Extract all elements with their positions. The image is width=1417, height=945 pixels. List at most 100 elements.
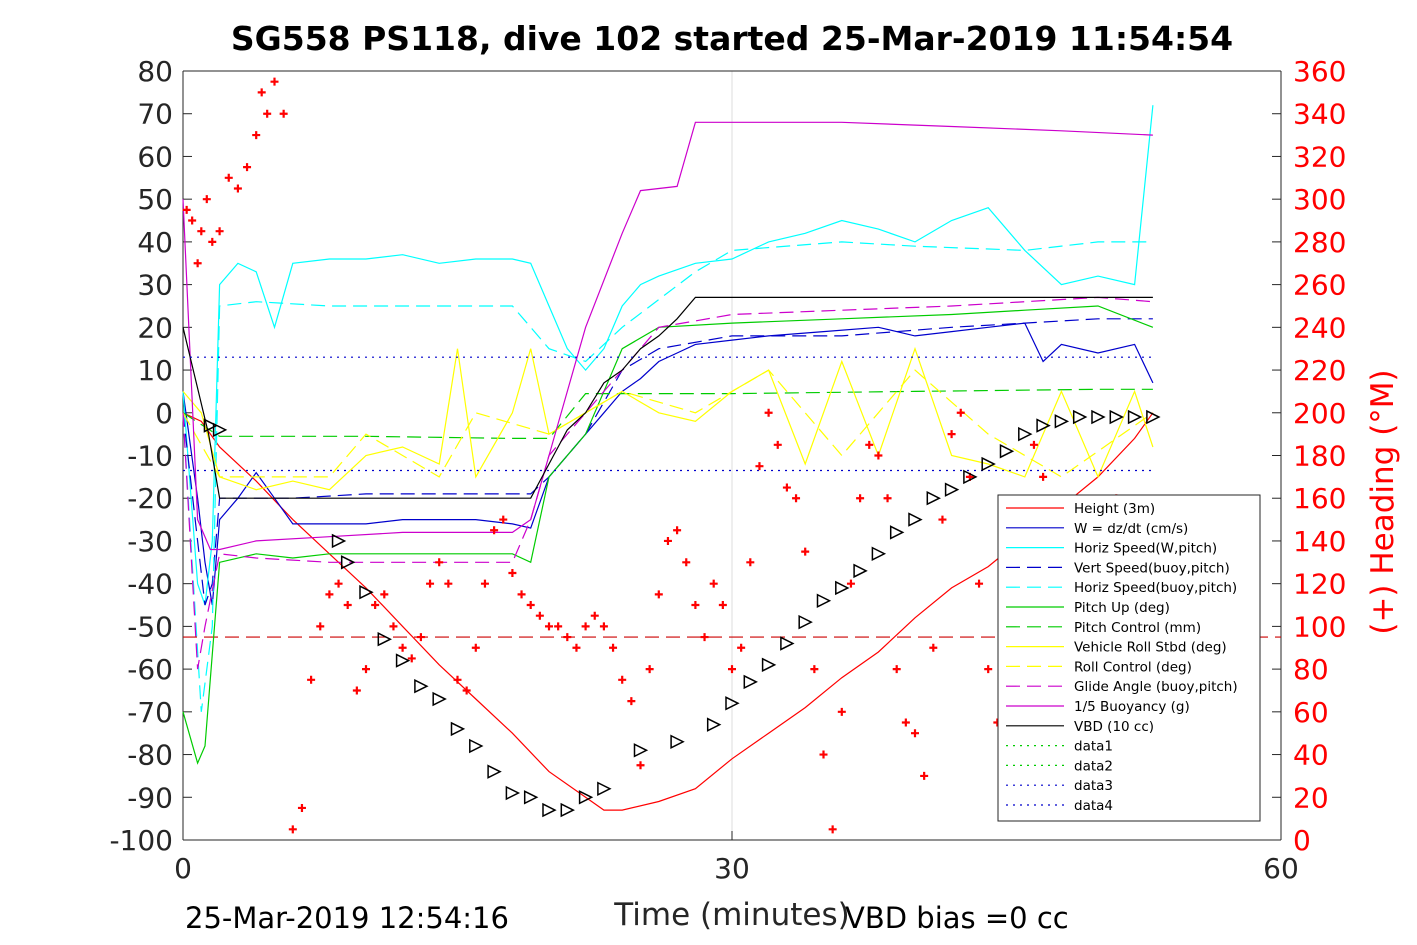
heading-point bbox=[901, 718, 910, 727]
height-marker bbox=[377, 631, 392, 647]
right-tick-label: 40 bbox=[1293, 739, 1329, 772]
heading-point bbox=[389, 622, 398, 631]
heading-point bbox=[846, 579, 855, 588]
height-marker bbox=[871, 546, 887, 561]
right-tick-label: 240 bbox=[1293, 311, 1346, 344]
heading-point bbox=[517, 590, 526, 599]
heading-point bbox=[554, 622, 563, 631]
heading-point bbox=[343, 601, 352, 610]
height-marker bbox=[670, 734, 685, 749]
series-line-0 bbox=[182, 412, 1154, 811]
heading-point bbox=[307, 675, 316, 684]
heading-point bbox=[911, 729, 919, 738]
right-tick-label: 340 bbox=[1293, 98, 1346, 131]
legend-entry: Horiz Speed(W,pitch) bbox=[1074, 541, 1217, 557]
legend-entry: Height (3m) bbox=[1074, 501, 1155, 517]
height-marker bbox=[633, 743, 649, 758]
left-tick-label: 10 bbox=[137, 354, 173, 387]
heading-point bbox=[535, 611, 544, 620]
heading-point bbox=[938, 515, 947, 524]
height-marker bbox=[578, 790, 594, 805]
heading-point bbox=[709, 579, 718, 588]
heading-point bbox=[883, 494, 892, 503]
heading-point bbox=[224, 173, 233, 182]
right-tick-label: 300 bbox=[1293, 183, 1346, 216]
height-marker bbox=[981, 456, 996, 472]
left-tick-label: -90 bbox=[127, 781, 173, 814]
left-tick-label: 60 bbox=[137, 140, 173, 173]
heading-point bbox=[737, 643, 746, 652]
left-tick-label: 20 bbox=[137, 311, 173, 344]
heading-point bbox=[288, 825, 297, 834]
heading-point bbox=[435, 558, 444, 567]
height-marker bbox=[780, 636, 795, 651]
heading-point bbox=[975, 579, 984, 588]
height-marker bbox=[359, 584, 374, 600]
legend-entry: data1 bbox=[1074, 739, 1113, 755]
series-line-2 bbox=[182, 105, 1154, 606]
series-line-4 bbox=[182, 241, 1153, 712]
heading-point bbox=[182, 205, 191, 214]
legend-entry: W = dz/dt (cm/s) bbox=[1074, 521, 1188, 537]
heading-point bbox=[188, 216, 197, 225]
series-line-3 bbox=[182, 318, 1153, 606]
heading-point bbox=[263, 109, 272, 118]
heading-point bbox=[792, 494, 801, 503]
heading-point bbox=[202, 195, 211, 204]
height-marker bbox=[597, 781, 612, 796]
heading-point bbox=[297, 803, 306, 812]
right-tick-label: 200 bbox=[1293, 397, 1346, 430]
heading-point bbox=[215, 227, 224, 236]
height-marker bbox=[725, 696, 740, 711]
left-tick-label: -50 bbox=[127, 610, 173, 643]
series-line-6 bbox=[182, 388, 1153, 439]
height-marker bbox=[487, 764, 502, 779]
heading-point bbox=[279, 109, 288, 118]
height-marker bbox=[203, 418, 219, 433]
right-tick-label: 280 bbox=[1293, 226, 1346, 259]
height-marker bbox=[1054, 414, 1070, 429]
heading-point bbox=[947, 430, 956, 439]
x-tick-label: 0 bbox=[174, 852, 192, 885]
height-marker bbox=[1127, 409, 1143, 425]
x-tick-label: 60 bbox=[1263, 852, 1299, 885]
heading-point bbox=[508, 568, 517, 577]
heading-point bbox=[257, 88, 266, 97]
heading-point bbox=[645, 665, 654, 674]
x-tick-label: 30 bbox=[714, 852, 750, 885]
heading-point bbox=[490, 526, 499, 535]
heading-point bbox=[773, 440, 782, 449]
height-marker bbox=[414, 678, 429, 694]
legend-entry: Roll Control (deg) bbox=[1074, 659, 1192, 675]
height-marker bbox=[1018, 426, 1033, 442]
heading-point bbox=[545, 622, 553, 631]
heading-point bbox=[874, 451, 883, 460]
height-marker bbox=[908, 512, 923, 527]
height-marker bbox=[505, 785, 521, 801]
heading-point bbox=[746, 558, 755, 567]
heading-point bbox=[984, 665, 993, 674]
heading-point bbox=[590, 611, 599, 620]
heading-point bbox=[1029, 440, 1038, 449]
height-marker bbox=[1072, 409, 1088, 425]
heading-point bbox=[371, 601, 380, 610]
right-tick-label: 80 bbox=[1293, 653, 1329, 686]
x-axis-label: Time (minutes) bbox=[613, 897, 849, 933]
heading-point bbox=[380, 590, 389, 599]
heading-point bbox=[618, 675, 627, 684]
heading-point bbox=[572, 643, 581, 652]
legend-entry: Pitch Control (mm) bbox=[1074, 620, 1201, 636]
height-marker bbox=[450, 721, 466, 737]
legend: Height (3m) W = dz/dt (cm/s) Horiz Speed(W… bbox=[997, 494, 1261, 822]
legend-entry: VBD (10 cc) bbox=[1074, 719, 1154, 735]
height-marker bbox=[761, 657, 777, 673]
heading-point bbox=[865, 440, 874, 449]
chart-title: SG558 PS118, dive 102 started 25-Mar-201… bbox=[231, 19, 1233, 58]
heading-point bbox=[416, 633, 425, 642]
heading-point bbox=[755, 462, 764, 471]
heading-point bbox=[453, 675, 462, 684]
series-line-10 bbox=[182, 121, 1153, 551]
height-marker bbox=[560, 802, 575, 818]
right-tick-label: 180 bbox=[1293, 440, 1346, 473]
